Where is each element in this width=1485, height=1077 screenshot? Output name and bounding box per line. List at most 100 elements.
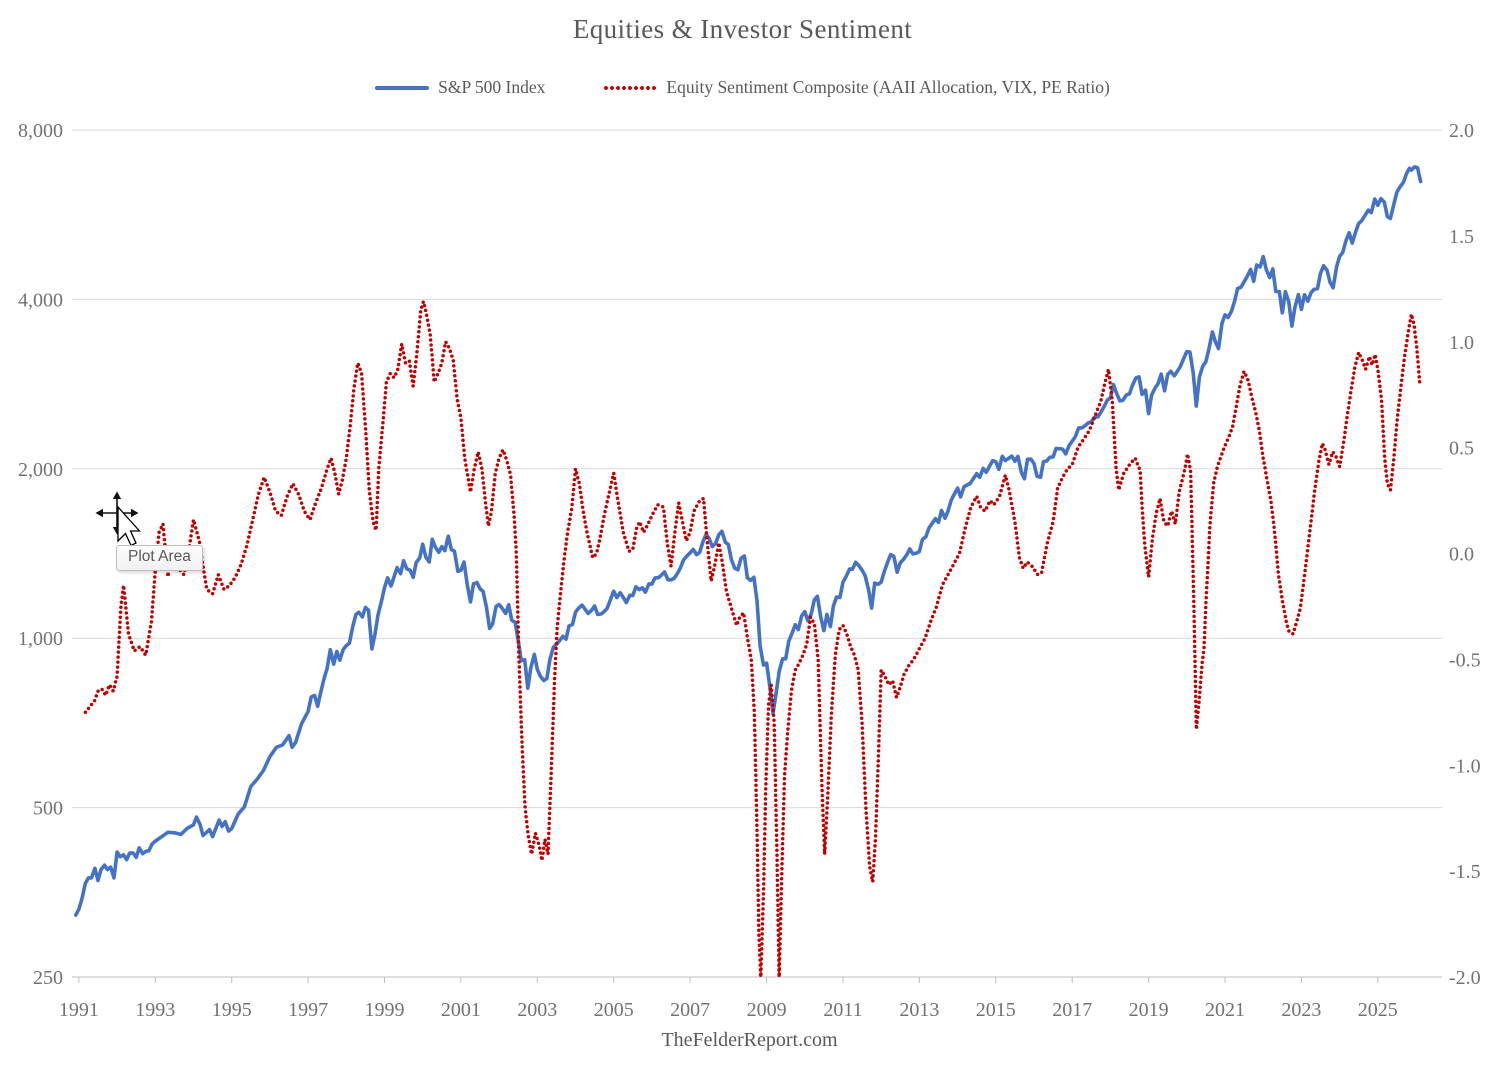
- sentiment-dot: [532, 840, 536, 844]
- sentiment-dot: [888, 681, 893, 685]
- sentiment-dot: [1191, 589, 1196, 594]
- sentiment-dot: [813, 633, 818, 638]
- sentiment-dot: [999, 488, 1003, 493]
- sentiment-dot: [1352, 366, 1357, 370]
- legend-item-sentiment[interactable]: Equity Sentiment Composite (AAII Allocat…: [603, 77, 1110, 98]
- sentiment-dot: [761, 907, 765, 911]
- sentiment-dot: [759, 962, 763, 966]
- sentiment-dot: [989, 500, 994, 504]
- sentiment-dot: [1269, 505, 1274, 510]
- sentiment-dot: [1158, 498, 1163, 502]
- sentiment-dot: [129, 640, 134, 645]
- sentiment-dot: [1140, 506, 1144, 510]
- sentiment-dot: [1383, 464, 1388, 468]
- sentiment-dot: [982, 508, 986, 512]
- sentiment-dot: [784, 752, 788, 756]
- sentiment-dot: [1190, 529, 1194, 534]
- sentiment-dot: [732, 616, 737, 621]
- sentiment-dot: [1230, 424, 1235, 428]
- sentiment-dot: [347, 433, 351, 438]
- sentiment-dot: [713, 558, 718, 562]
- sentiment-dot: [1189, 489, 1193, 494]
- sentiment-dot: [1339, 455, 1343, 459]
- sentiment-dot: [951, 563, 955, 568]
- sentiment-dot: [363, 427, 368, 431]
- sentiment-dot: [234, 573, 239, 577]
- sentiment-dot: [248, 530, 252, 534]
- sentiment-dot: [1204, 585, 1209, 590]
- sentiment-dot: [863, 781, 867, 785]
- sentiment-dot: [551, 706, 556, 711]
- sentiment-dot: [516, 645, 521, 649]
- sentiment-dot: [1138, 476, 1143, 480]
- sentiment-dot: [310, 511, 314, 516]
- sentiment-dot: [721, 568, 726, 572]
- sentiment-dot: [874, 824, 878, 828]
- sentiment-dot: [1390, 473, 1394, 477]
- sentiment-dot: [150, 605, 155, 609]
- sentiment-dot: [649, 515, 653, 520]
- sentiment-dot: [756, 903, 761, 907]
- legend-item-sp500[interactable]: S&P 500 Index: [375, 77, 545, 98]
- sentiment-dot: [925, 628, 930, 633]
- sentiment-dot: [957, 550, 962, 555]
- sentiment-dot: [808, 615, 813, 620]
- sentiment-dot: [774, 808, 778, 813]
- sentiment-dot: [750, 668, 754, 673]
- sentiment-dot: [1193, 654, 1197, 659]
- sentiment-dot: [955, 555, 960, 559]
- sentiment-dot: [1142, 531, 1146, 535]
- legend-label-sentiment: Equity Sentiment Composite (AAII Allocat…: [666, 77, 1110, 97]
- sentiment-dot: [423, 308, 428, 313]
- sentiment-dot: [775, 873, 780, 878]
- sentiment-dot: [430, 353, 434, 357]
- sentiment-dot: [517, 670, 522, 674]
- sentiment-dot: [814, 643, 819, 648]
- sentiment-dot: [834, 646, 839, 651]
- sentiment-dot: [1331, 451, 1336, 455]
- sentiment-dot: [1271, 520, 1276, 525]
- sentiment-dot: [535, 836, 539, 841]
- sentiment-dot: [548, 806, 552, 811]
- sentiment-dot: [1193, 679, 1198, 684]
- sentiment-dot: [745, 633, 749, 638]
- sentiment-dot: [1363, 367, 1368, 371]
- sentiment-dot: [756, 893, 760, 897]
- sentiment-dot: [489, 512, 493, 517]
- sentiment-dot: [380, 430, 384, 435]
- sentiment-dot: [1189, 484, 1193, 489]
- sentiment-dot: [489, 507, 494, 512]
- sentiment-dot: [613, 481, 618, 486]
- sentiment-dot: [1030, 564, 1034, 568]
- sentiment-dot: [1218, 456, 1222, 461]
- sentiment-dot: [490, 497, 495, 502]
- sentiment-dot: [515, 585, 519, 589]
- sentiment-dot: [751, 693, 756, 697]
- sentiment-dot: [1191, 564, 1195, 569]
- sentiment-dot: [863, 801, 868, 805]
- sentiment-dot: [517, 650, 521, 654]
- sentiment-dot: [519, 715, 523, 719]
- sentiment-dot: [517, 660, 521, 664]
- sentiment-dot: [509, 475, 513, 479]
- sentiment-dot: [743, 619, 747, 623]
- sentiment-dot: [671, 545, 675, 549]
- chart-title[interactable]: Equities & Investor Sentiment: [572, 14, 913, 44]
- sentiment-dot: [1417, 380, 1422, 384]
- sentiment-dot: [94, 694, 99, 698]
- sentiment-dot: [962, 531, 966, 535]
- sentiment-dot: [481, 476, 485, 480]
- sentiment-dot: [1189, 514, 1194, 519]
- sentiment-dot: [1189, 474, 1193, 479]
- x-axis-label: 1997: [288, 999, 328, 1021]
- sentiment-dot: [756, 873, 760, 877]
- sentiment-dot: [524, 820, 529, 824]
- sentiment-dot: [766, 722, 770, 726]
- sentiment-dot: [531, 845, 535, 849]
- sentiment-dot: [704, 525, 708, 530]
- sentiment-dot: [832, 671, 836, 675]
- sentiment-dot: [766, 712, 770, 716]
- sentiment-dot: [729, 607, 734, 611]
- sentiment-dot: [607, 490, 612, 494]
